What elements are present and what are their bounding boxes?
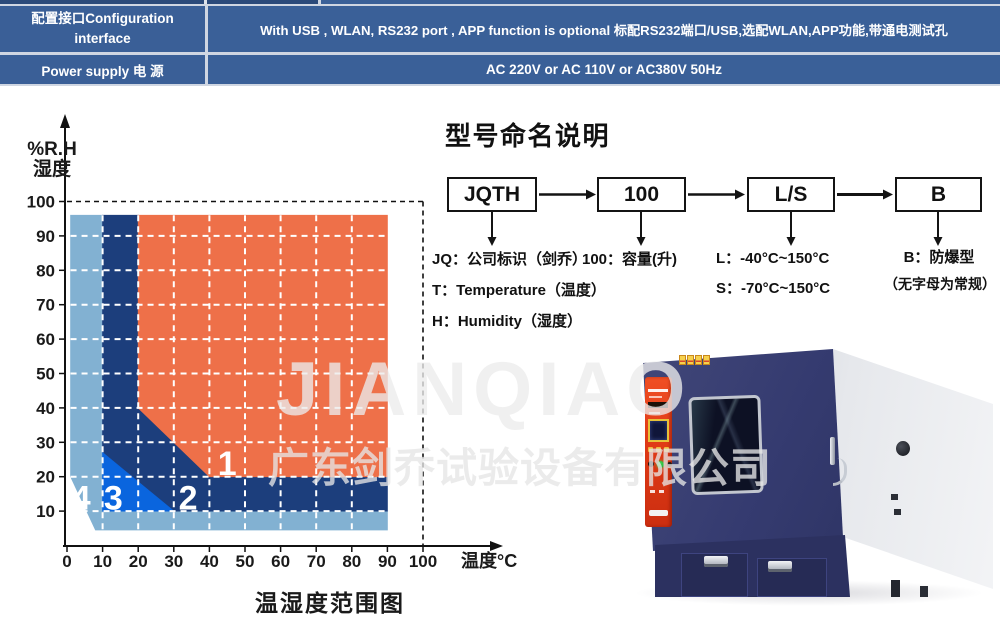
naming-flow-arrows — [487, 189, 943, 246]
y-axis-title-line1: %R.H — [27, 139, 77, 160]
arrow-head — [586, 189, 596, 200]
warning-sticker — [695, 355, 702, 365]
spec-table: 配置接口Configuration interface With USB , W… — [0, 0, 1000, 86]
x-axis-title: 温度°C — [461, 550, 517, 571]
y-tick-label: 40 — [36, 399, 55, 418]
zone-label-3: 3 — [104, 479, 123, 517]
x-tick-label: 90 — [378, 552, 397, 571]
chamber-control-panel — [645, 377, 672, 527]
config-label-line1: 配置接口Configuration — [31, 11, 174, 26]
arrow-head — [636, 237, 646, 246]
side-vent — [894, 509, 901, 515]
x-tick-label: 10 — [93, 552, 112, 571]
note-s: S：-70°C~150°C — [716, 280, 831, 297]
watermark-company: 广东剑乔试验设备有限公司 — [268, 445, 772, 491]
y-axis-title-line2: 湿度 — [33, 157, 72, 180]
note-t: T：Temperature（温度） — [432, 282, 606, 299]
y-tick-label: 70 — [36, 296, 55, 315]
table-top-strip-divider — [204, 0, 207, 4]
controller-screen — [648, 419, 669, 442]
x-axis-arrow — [490, 541, 503, 551]
x-tick-label: 70 — [307, 552, 326, 571]
note-b: B：防爆型 — [903, 249, 975, 266]
arrow-head — [487, 237, 497, 246]
naming-notes-range: L：-40°C~150°C S：-70°C~150°C — [716, 244, 830, 304]
panel-key-icon — [648, 447, 653, 452]
y-axis-arrow — [60, 114, 70, 128]
y-tick-label: 50 — [36, 365, 55, 384]
naming-notes-capacity: 100：容量(升) — [582, 244, 677, 275]
start-button-green — [657, 461, 664, 468]
watermark-brand: JIANQIAO — [276, 347, 692, 432]
note-jq: JQ：公司标识（剑乔） — [432, 251, 588, 268]
naming-box-jqth: JQTH — [447, 177, 537, 212]
x-tick-label: 20 — [129, 552, 148, 571]
note-100: 100：容量(升) — [582, 251, 678, 268]
panel-text-line — [648, 389, 668, 392]
row-config-interface-value: With USB , WLAN, RS232 port , APP functi… — [208, 6, 1000, 52]
naming-section-title: 型号命名说明 — [445, 121, 611, 151]
note-h: H：Humidity（湿度） — [432, 313, 583, 330]
arrow-head — [786, 237, 796, 246]
y-tick-label: 90 — [36, 227, 55, 246]
y-tick-label: 100 — [27, 193, 55, 212]
x-tick-label: 0 — [62, 552, 71, 571]
panel-text-line — [649, 396, 662, 398]
side-cable-port — [896, 441, 910, 456]
side-vent — [891, 494, 898, 500]
naming-notes-jqth: JQ：公司标识（剑乔） T：Temperature（温度） H：Humidity… — [432, 244, 606, 337]
x-tick-label: 100 — [409, 552, 437, 571]
door-handle — [830, 437, 835, 465]
power-button — [648, 461, 654, 467]
note-b-default: （无字母为常规） — [884, 276, 996, 292]
panel-brand-label — [649, 510, 668, 516]
warning-sticker — [687, 355, 694, 365]
zone-label-1: 1 — [218, 445, 237, 483]
panel-nameplate — [648, 402, 668, 408]
warning-sticker — [703, 355, 710, 365]
arrow-head — [735, 189, 745, 200]
arrow-head — [883, 189, 893, 200]
table-top-strip-right — [321, 0, 1000, 4]
naming-box-b: B — [895, 177, 982, 212]
x-tick-label: 60 — [271, 552, 290, 571]
note-l: L：-40°C~150°C — [716, 250, 830, 267]
zone-label-4: 4 — [72, 479, 91, 517]
chamber-photo — [628, 336, 1000, 606]
drawer-handle-right — [768, 561, 792, 572]
x-tick-label: 50 — [236, 552, 255, 571]
table-top-strip-left — [0, 0, 318, 4]
naming-box-100: 100 — [597, 177, 686, 212]
row-power-supply-label: Power supply 电 源 — [0, 55, 205, 84]
x-tick-label: 40 — [200, 552, 219, 571]
chart-zone-1 — [137, 214, 388, 478]
leveling-foot — [920, 586, 928, 597]
y-tick-label: 20 — [36, 468, 55, 487]
y-tick-label: 10 — [36, 502, 55, 521]
row-power-supply-value: AC 220V or AC 110V or AC380V 50Hz — [208, 55, 1000, 84]
leveling-foot — [891, 580, 900, 597]
arrow-head — [933, 237, 943, 246]
panel-key-icon — [664, 447, 669, 452]
config-label-line2: interface — [74, 31, 131, 46]
y-tick-label: 30 — [36, 433, 55, 452]
row-config-interface-label: 配置接口Configuration interface — [0, 6, 205, 52]
zone-label-2: 2 — [179, 479, 198, 517]
panel-key-icon — [656, 447, 661, 452]
drawer-handle-left — [704, 556, 728, 567]
panel-text-line — [649, 412, 660, 414]
warning-sticker — [679, 355, 686, 365]
panel-switch — [650, 490, 655, 493]
stop-button — [667, 462, 672, 467]
y-tick-label: 60 — [36, 330, 55, 349]
naming-box-ls: L/S — [747, 177, 835, 212]
y-tick-label: 80 — [36, 261, 55, 280]
x-tick-label: 30 — [164, 552, 183, 571]
temp-humidity-range-chart: 0 10 20 30 40 50 60 70 80 90 100 10 20 30 40 50 60 70 80 90… — [27, 114, 517, 571]
chart-caption: 温湿度范围图 — [255, 590, 405, 616]
x-tick-label: 80 — [342, 552, 361, 571]
panel-switch — [659, 490, 664, 493]
